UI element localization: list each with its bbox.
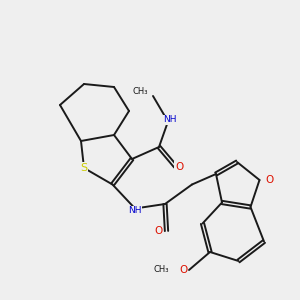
Text: NH: NH — [128, 206, 142, 215]
Text: O: O — [175, 161, 183, 172]
Text: CH₃: CH₃ — [133, 87, 148, 96]
Text: NH: NH — [163, 116, 176, 124]
Text: O: O — [265, 175, 273, 185]
Text: O: O — [179, 265, 188, 275]
Text: S: S — [80, 163, 88, 173]
Text: O: O — [155, 226, 163, 236]
Text: CH₃: CH₃ — [154, 266, 170, 274]
